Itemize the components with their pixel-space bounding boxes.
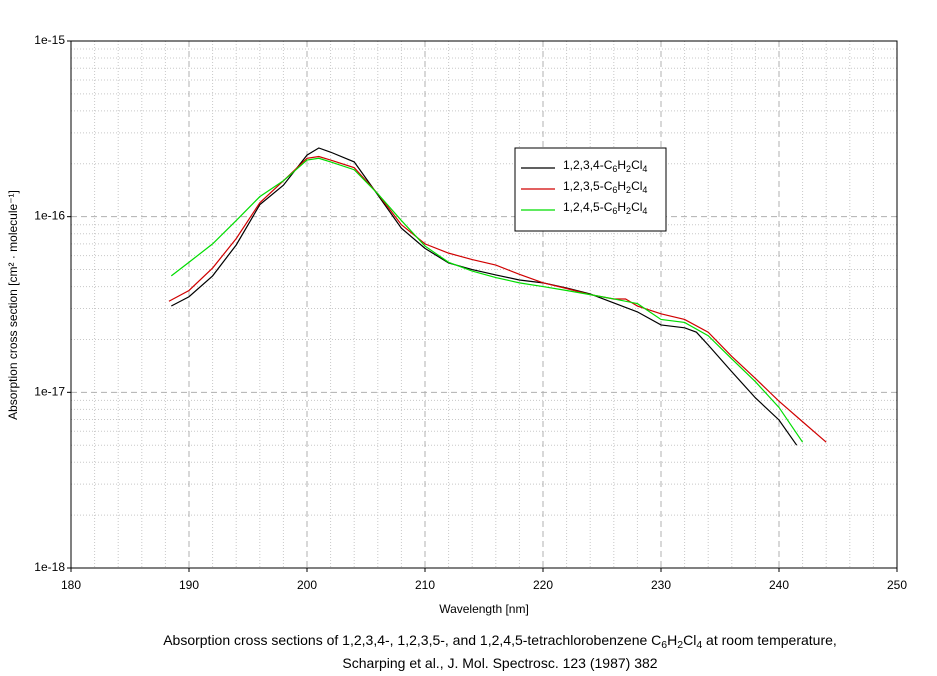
x-tick-label: 230	[651, 578, 671, 592]
x-tick-label: 200	[297, 578, 317, 592]
y-tick-label: 1e-18	[34, 560, 65, 574]
series-line	[170, 157, 804, 443]
x-tick-label: 220	[533, 578, 553, 592]
plot-frame	[70, 40, 898, 569]
legend-label: 1,2,3,4-C6H2Cl4	[563, 158, 647, 174]
legend-label: 1,2,3,5-C6H2Cl4	[563, 179, 647, 195]
caption: Scharping et al., J. Mol. Spectrosc. 123…	[342, 655, 657, 671]
y-tick-label: 1e-17	[34, 385, 65, 399]
x-tick-label: 190	[179, 578, 199, 592]
series-line	[171, 147, 798, 446]
y-tick-label: 1e-15	[34, 33, 65, 47]
x-tick-label: 210	[415, 578, 435, 592]
x-tick-label: 180	[61, 578, 81, 592]
caption: Absorption cross sections of 1,2,3,4-, 1…	[163, 632, 837, 651]
x-tick-label: 250	[887, 578, 907, 592]
y-tick-label: 1e-16	[34, 209, 65, 223]
x-tick-label: 240	[769, 578, 789, 592]
x-axis-label: Wavelength [nm]	[439, 602, 529, 616]
plot-area	[71, 41, 897, 568]
legend-label: 1,2,4,5-C6H2Cl4	[563, 200, 647, 216]
y-axis-label: Absorption cross section [cm² · molecule…	[6, 190, 20, 420]
